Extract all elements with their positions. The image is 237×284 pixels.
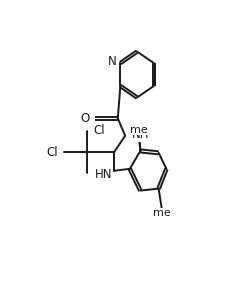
Text: Cl: Cl <box>47 146 59 159</box>
Text: Cl: Cl <box>93 167 105 180</box>
Text: me: me <box>130 125 148 135</box>
Text: N: N <box>108 55 117 68</box>
Text: NH: NH <box>131 128 149 141</box>
Text: me: me <box>153 208 171 218</box>
Text: HN: HN <box>95 168 112 181</box>
Text: O: O <box>80 112 90 125</box>
Text: Cl: Cl <box>93 124 105 137</box>
